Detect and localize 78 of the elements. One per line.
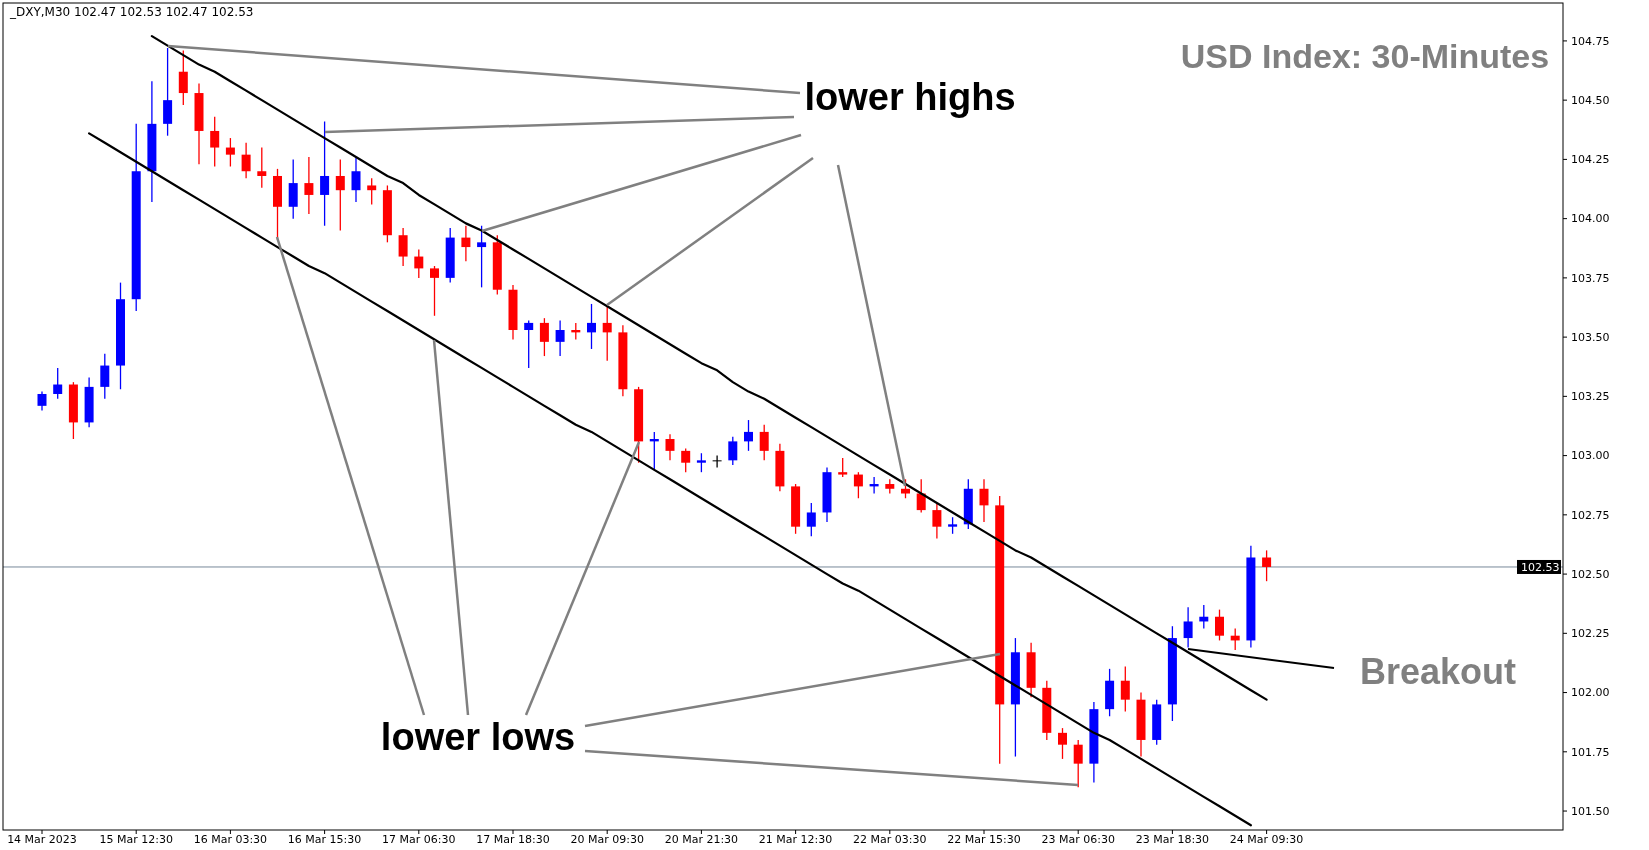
candlestick: [414, 248, 424, 279]
candlestick: [1183, 606, 1193, 649]
candlestick: [539, 317, 549, 357]
candlestick: [602, 305, 612, 362]
candlestick: [979, 478, 989, 523]
candlestick: [838, 457, 848, 478]
x-tick-label: 22 Mar 15:30: [947, 833, 1021, 846]
candlestick: [1120, 665, 1130, 713]
candlestick: [1215, 608, 1224, 642]
candlestick: [806, 502, 816, 537]
y-tick-label: 103.00: [1571, 449, 1610, 463]
y-tick-label: 102.25: [1571, 627, 1610, 641]
candlestick: [728, 435, 738, 466]
candlestick: [916, 478, 926, 514]
x-tick-label: 17 Mar 06:30: [382, 833, 456, 846]
candlestick: [257, 146, 267, 189]
candlestick: [524, 319, 534, 369]
candlestick: [681, 447, 691, 473]
candlestick: [351, 156, 361, 203]
candlestick: [288, 158, 298, 220]
line-series: [88, 132, 1252, 827]
candlestick: [759, 424, 769, 461]
candlestick: [430, 265, 439, 317]
x-tick-label: 15 Mar 12:30: [99, 833, 173, 846]
y-tick-label: 101.50: [1571, 804, 1610, 818]
annotation: lower highs: [804, 76, 1016, 118]
candlestick: [461, 225, 471, 262]
candlestick: [1058, 727, 1067, 760]
text: Breakout: [1359, 651, 1517, 692]
candlestick: [241, 142, 251, 179]
y-tick-label: 103.50: [1571, 330, 1610, 344]
x-tick-label: 20 Mar 09:30: [570, 833, 644, 846]
candlestick: [744, 419, 753, 452]
y-tick-label: 102.75: [1571, 508, 1610, 522]
x-tick-label: 23 Mar 06:30: [1041, 833, 1115, 846]
candlestick: [398, 227, 408, 267]
annotation: _DXY,M30 102.47 102.53 102.47 102.53: [9, 5, 254, 19]
ref-line-label: 102.53: [1521, 560, 1560, 574]
candlestick: [304, 156, 314, 215]
candlestick: [210, 116, 220, 168]
candlestick: [320, 120, 330, 227]
annotation: lower lows: [380, 716, 576, 758]
candlestick: [1262, 549, 1272, 582]
x-tick-label: 21 Mar 12:30: [758, 833, 833, 846]
candlestick: [555, 319, 565, 357]
candlestick: [477, 225, 487, 289]
y-tick-label: 104.50: [1571, 94, 1610, 107]
y-tick-label: 103.75: [1571, 271, 1610, 285]
candlestick: [665, 433, 675, 461]
x-tick-label: 16 Mar 03:30: [193, 833, 268, 846]
x-tick-label: 16 Mar 15:30: [287, 833, 362, 846]
x-tick-label: 17 Mar 18:30: [476, 833, 550, 846]
candlestick: [932, 502, 942, 540]
candlestick: [696, 452, 706, 473]
y-tick-label: 104.00: [1571, 212, 1610, 226]
candlestick: [1073, 739, 1083, 788]
x-tick-label: 22 Mar 03:30: [853, 833, 927, 846]
x-tick-label: 23 Mar 18:30: [1135, 833, 1210, 846]
candlestick: [901, 478, 910, 499]
x-tick-label: 20 Mar 21:30: [664, 833, 739, 846]
y-tick-label: 104.25: [1571, 153, 1610, 167]
candlestick: [712, 454, 722, 469]
candlestick: [225, 137, 235, 168]
y-tick-label: 102.50: [1571, 567, 1610, 581]
text: USD Index: 30-Minutes: [1180, 37, 1550, 75]
candlestick: [853, 471, 863, 499]
candlestick: [37, 390, 47, 412]
y-tick-label: 103.25: [1571, 390, 1610, 404]
candlestick: [53, 367, 63, 400]
x-tick-label: 24 Mar 09:30: [1229, 833, 1304, 846]
candlestick: [367, 177, 377, 206]
x-tick-label: 14 Mar 2023: [7, 833, 77, 846]
y-tick-label: 102.00: [1571, 686, 1610, 700]
y-tick-label: 104.75: [1571, 34, 1610, 48]
candlestick: [100, 353, 110, 400]
candlestick: [587, 303, 596, 350]
y-tick-label: 101.75: [1571, 745, 1610, 759]
candlestick: [335, 158, 345, 232]
